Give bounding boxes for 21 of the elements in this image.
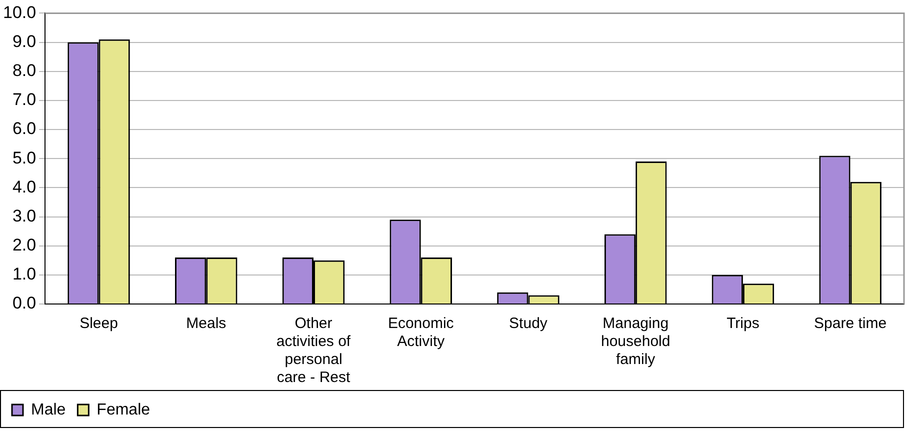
y-tick-label: 9.0 bbox=[12, 32, 36, 51]
legend-label: Male bbox=[31, 401, 66, 418]
x-tick-label: Other activities of personal care - Rest bbox=[276, 315, 352, 386]
y-tick-label: 2.0 bbox=[12, 236, 36, 255]
x-tick-label: Meals bbox=[186, 315, 226, 332]
y-tick-label: 1.0 bbox=[12, 264, 36, 284]
x-tick-label: Spare time bbox=[814, 315, 887, 332]
x-tick-label: Sleep bbox=[80, 315, 118, 332]
y-tick-label: 7.0 bbox=[12, 90, 36, 110]
y-tick-label: 3.0 bbox=[12, 206, 36, 226]
y-tick-label: 4.0 bbox=[12, 177, 36, 196]
y-tick-label: 8.0 bbox=[12, 61, 36, 80]
x-tick-label: Study bbox=[509, 315, 548, 332]
y-tick-label: 10.0 bbox=[2, 2, 36, 22]
x-tick-label: Economic Activity bbox=[388, 315, 454, 350]
y-tick-label: 0.0 bbox=[12, 294, 36, 313]
legend-label: Female bbox=[96, 401, 150, 418]
y-tick-label: 5.0 bbox=[12, 148, 36, 168]
y-tick-label: 6.0 bbox=[12, 119, 36, 138]
x-tick-label: Trips bbox=[726, 315, 760, 332]
x-tick-label: Managing household family bbox=[600, 315, 670, 368]
